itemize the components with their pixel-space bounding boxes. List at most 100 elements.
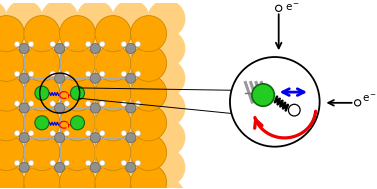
Circle shape bbox=[90, 162, 100, 172]
Circle shape bbox=[126, 162, 136, 172]
Circle shape bbox=[19, 162, 29, 172]
Circle shape bbox=[86, 41, 91, 47]
Circle shape bbox=[252, 84, 274, 106]
Circle shape bbox=[35, 116, 49, 130]
Circle shape bbox=[60, 164, 95, 189]
Circle shape bbox=[121, 160, 127, 166]
Circle shape bbox=[112, 119, 150, 157]
Circle shape bbox=[76, 0, 114, 38]
Circle shape bbox=[90, 133, 100, 143]
Circle shape bbox=[0, 16, 25, 52]
Circle shape bbox=[95, 105, 131, 141]
Circle shape bbox=[19, 73, 29, 83]
Circle shape bbox=[112, 178, 150, 189]
Circle shape bbox=[0, 75, 25, 111]
Circle shape bbox=[0, 59, 8, 97]
Circle shape bbox=[5, 119, 43, 157]
Circle shape bbox=[0, 135, 25, 170]
Circle shape bbox=[64, 41, 69, 47]
Circle shape bbox=[126, 133, 136, 143]
Circle shape bbox=[288, 104, 300, 116]
Circle shape bbox=[55, 73, 65, 83]
Circle shape bbox=[95, 16, 131, 52]
Circle shape bbox=[5, 89, 43, 127]
Circle shape bbox=[147, 178, 185, 189]
Circle shape bbox=[19, 43, 29, 53]
Circle shape bbox=[76, 89, 114, 127]
Circle shape bbox=[41, 148, 79, 186]
Circle shape bbox=[0, 148, 8, 186]
Circle shape bbox=[76, 119, 114, 157]
Circle shape bbox=[112, 0, 150, 38]
Circle shape bbox=[0, 89, 8, 127]
Circle shape bbox=[86, 71, 91, 77]
Circle shape bbox=[95, 75, 131, 111]
Circle shape bbox=[147, 89, 185, 127]
Circle shape bbox=[19, 103, 29, 113]
Circle shape bbox=[41, 59, 79, 97]
Circle shape bbox=[64, 71, 69, 77]
Circle shape bbox=[147, 0, 185, 38]
Circle shape bbox=[100, 160, 105, 166]
Circle shape bbox=[112, 89, 150, 127]
Circle shape bbox=[24, 105, 60, 141]
Circle shape bbox=[135, 71, 141, 77]
Circle shape bbox=[64, 101, 69, 106]
Circle shape bbox=[100, 41, 105, 47]
Circle shape bbox=[24, 135, 60, 170]
Circle shape bbox=[60, 75, 95, 111]
Circle shape bbox=[60, 105, 95, 141]
Circle shape bbox=[24, 164, 60, 189]
Circle shape bbox=[147, 148, 185, 186]
Circle shape bbox=[64, 160, 69, 166]
Circle shape bbox=[0, 105, 25, 141]
Circle shape bbox=[126, 73, 136, 83]
Circle shape bbox=[0, 0, 8, 38]
Circle shape bbox=[90, 73, 100, 83]
Circle shape bbox=[41, 89, 79, 127]
Circle shape bbox=[76, 178, 114, 189]
Circle shape bbox=[112, 148, 150, 186]
Circle shape bbox=[14, 71, 20, 77]
Circle shape bbox=[354, 100, 361, 106]
Circle shape bbox=[28, 160, 34, 166]
Circle shape bbox=[90, 43, 100, 53]
Circle shape bbox=[95, 45, 131, 81]
Circle shape bbox=[121, 101, 127, 106]
Circle shape bbox=[35, 86, 49, 100]
Circle shape bbox=[64, 131, 69, 136]
Circle shape bbox=[55, 103, 65, 113]
Circle shape bbox=[60, 16, 95, 52]
Circle shape bbox=[147, 29, 185, 67]
Circle shape bbox=[50, 160, 55, 166]
Circle shape bbox=[14, 41, 20, 47]
Circle shape bbox=[130, 105, 167, 141]
Circle shape bbox=[41, 178, 79, 189]
Circle shape bbox=[130, 75, 167, 111]
Circle shape bbox=[130, 164, 167, 189]
Circle shape bbox=[28, 131, 34, 136]
Circle shape bbox=[41, 119, 79, 157]
Circle shape bbox=[5, 178, 43, 189]
Circle shape bbox=[28, 71, 34, 77]
Circle shape bbox=[28, 101, 34, 106]
Circle shape bbox=[14, 131, 20, 136]
Circle shape bbox=[14, 101, 20, 106]
Circle shape bbox=[86, 160, 91, 166]
Circle shape bbox=[135, 41, 141, 47]
Circle shape bbox=[112, 59, 150, 97]
Circle shape bbox=[135, 131, 141, 136]
Circle shape bbox=[90, 103, 100, 113]
Circle shape bbox=[24, 75, 60, 111]
Circle shape bbox=[147, 119, 185, 157]
Circle shape bbox=[76, 148, 114, 186]
Circle shape bbox=[86, 131, 91, 136]
Circle shape bbox=[95, 135, 131, 170]
Circle shape bbox=[41, 29, 79, 67]
Circle shape bbox=[130, 16, 167, 52]
Circle shape bbox=[121, 131, 127, 136]
Circle shape bbox=[0, 45, 25, 81]
Circle shape bbox=[55, 133, 65, 143]
Circle shape bbox=[50, 71, 55, 77]
Circle shape bbox=[50, 41, 55, 47]
